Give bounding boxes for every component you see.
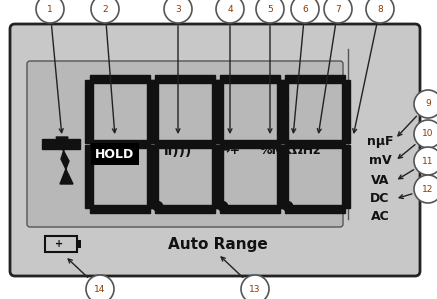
Polygon shape	[280, 145, 288, 208]
Text: 6: 6	[302, 4, 308, 13]
Text: DC: DC	[370, 193, 390, 205]
Circle shape	[164, 0, 192, 23]
Text: 5: 5	[267, 4, 273, 13]
Polygon shape	[212, 80, 220, 143]
Polygon shape	[220, 75, 280, 83]
Text: 9: 9	[425, 100, 431, 109]
Polygon shape	[220, 140, 280, 148]
Polygon shape	[147, 80, 155, 143]
Text: 8: 8	[377, 4, 383, 13]
FancyBboxPatch shape	[27, 61, 343, 227]
Polygon shape	[90, 75, 150, 83]
Polygon shape	[155, 75, 215, 83]
Circle shape	[86, 275, 114, 299]
Text: 4: 4	[227, 4, 233, 13]
Text: →+: →+	[219, 144, 240, 158]
Polygon shape	[285, 75, 345, 83]
Text: HOLD: HOLD	[95, 147, 135, 161]
Circle shape	[91, 0, 119, 23]
Text: nμF: nμF	[367, 135, 393, 147]
Text: VA: VA	[371, 175, 389, 187]
Circle shape	[241, 275, 269, 299]
Polygon shape	[155, 205, 215, 213]
Polygon shape	[220, 205, 280, 213]
Polygon shape	[56, 137, 73, 184]
Text: 1: 1	[47, 4, 53, 13]
Circle shape	[283, 202, 293, 211]
Polygon shape	[342, 80, 350, 143]
Polygon shape	[285, 140, 345, 148]
Polygon shape	[277, 145, 285, 208]
Polygon shape	[90, 205, 150, 213]
Polygon shape	[42, 139, 80, 149]
Polygon shape	[212, 145, 220, 208]
Circle shape	[216, 0, 244, 23]
Text: 14: 14	[94, 285, 106, 294]
Circle shape	[414, 90, 437, 118]
Circle shape	[366, 0, 394, 23]
Text: 11: 11	[422, 156, 434, 166]
Polygon shape	[215, 145, 223, 208]
Text: Auto Range: Auto Range	[168, 237, 268, 251]
Text: 2: 2	[102, 4, 108, 13]
Circle shape	[414, 147, 437, 175]
Text: 10: 10	[422, 129, 434, 138]
Polygon shape	[280, 80, 288, 143]
Circle shape	[36, 0, 64, 23]
Polygon shape	[149, 80, 158, 143]
Polygon shape	[215, 80, 223, 143]
Bar	[77, 240, 81, 248]
Polygon shape	[90, 140, 150, 148]
Text: AC: AC	[371, 210, 389, 223]
Polygon shape	[85, 145, 94, 208]
Polygon shape	[149, 145, 158, 208]
Text: 7: 7	[335, 4, 341, 13]
Circle shape	[218, 202, 228, 211]
Polygon shape	[277, 80, 285, 143]
FancyBboxPatch shape	[10, 24, 420, 276]
Circle shape	[153, 202, 163, 211]
Polygon shape	[147, 145, 155, 208]
Text: 13: 13	[249, 285, 261, 294]
Polygon shape	[342, 145, 350, 208]
Text: il))): il)))	[164, 144, 192, 158]
Circle shape	[324, 0, 352, 23]
Text: mV: mV	[369, 155, 391, 167]
Circle shape	[414, 175, 437, 203]
Text: +: +	[55, 239, 63, 249]
Text: 3: 3	[175, 4, 181, 13]
Polygon shape	[85, 80, 94, 143]
Polygon shape	[155, 140, 215, 148]
Polygon shape	[285, 205, 345, 213]
Text: 12: 12	[422, 184, 434, 193]
Circle shape	[414, 120, 437, 148]
Circle shape	[291, 0, 319, 23]
Circle shape	[256, 0, 284, 23]
Text: %MkΩHz: %MkΩHz	[259, 144, 321, 158]
